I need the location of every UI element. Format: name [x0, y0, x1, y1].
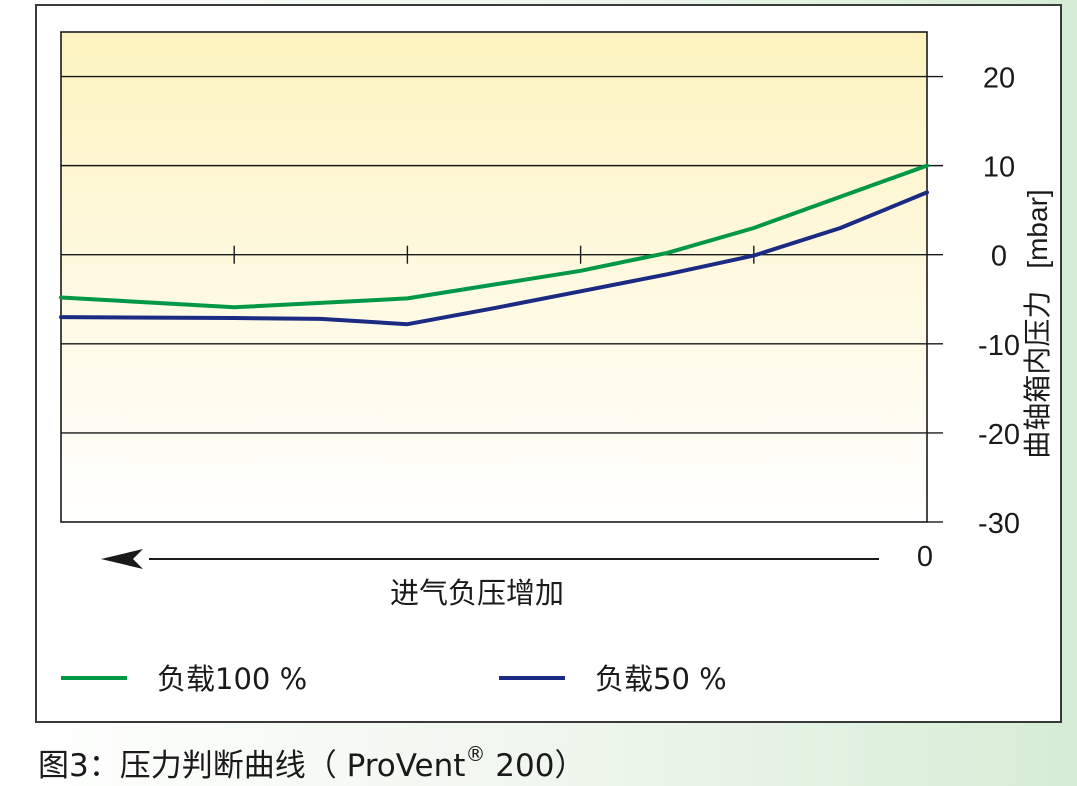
x-direction-arrow-head	[101, 549, 143, 569]
figure-caption: 图3：压力判断曲线（ ProVent® 200）	[38, 740, 585, 784]
legend-label-0: 负载100 %	[157, 662, 307, 696]
figure-frame: 20 10 0 -10 -20 -30 0 进气负压增加 曲轴箱内压力 [mbar] 负载100 %…	[35, 4, 1062, 723]
label-layer: 20 10 0 -10 -20 -30 0 进气负压增加 曲轴箱内压力 [mbar] 负载100 %…	[61, 63, 1054, 696]
legend-label-1: 负载50 %	[595, 662, 727, 696]
y-axis-label-group: 曲轴箱内压力 [mbar]	[1021, 189, 1054, 458]
y-axis-label-text: 曲轴箱内压力	[1021, 291, 1054, 459]
caption-prefix: 图3：压力判断曲线（ ProVent	[38, 748, 466, 784]
grid-layer	[61, 75, 943, 523]
y-axis-label: 曲轴箱内压力 [mbar]	[1021, 189, 1054, 458]
chart-svg: 20 10 0 -10 -20 -30 0 进气负压增加 曲轴箱内压力 [mbar] 负载100 %…	[59, 31, 1054, 696]
caption-suffix: 200）	[485, 748, 586, 784]
series-line-0	[59, 163, 929, 310]
y-tick-label: -20	[978, 419, 1020, 451]
x-axis-label: 进气负压增加	[390, 576, 564, 610]
plot-area	[60, 31, 928, 523]
y-tick-label: -30	[978, 508, 1020, 540]
y-tick-label: -10	[978, 330, 1020, 362]
registered-mark: ®	[465, 742, 486, 766]
x-zero-label: 0	[917, 541, 933, 573]
y-axis-label-unit: [mbar]	[1022, 189, 1053, 268]
series-line-1	[59, 190, 929, 327]
y-tick-label: 20	[983, 63, 1015, 95]
y-tick-label: 10	[983, 152, 1015, 184]
series-layer	[59, 163, 929, 327]
y-tick-label: 0	[991, 241, 1007, 273]
